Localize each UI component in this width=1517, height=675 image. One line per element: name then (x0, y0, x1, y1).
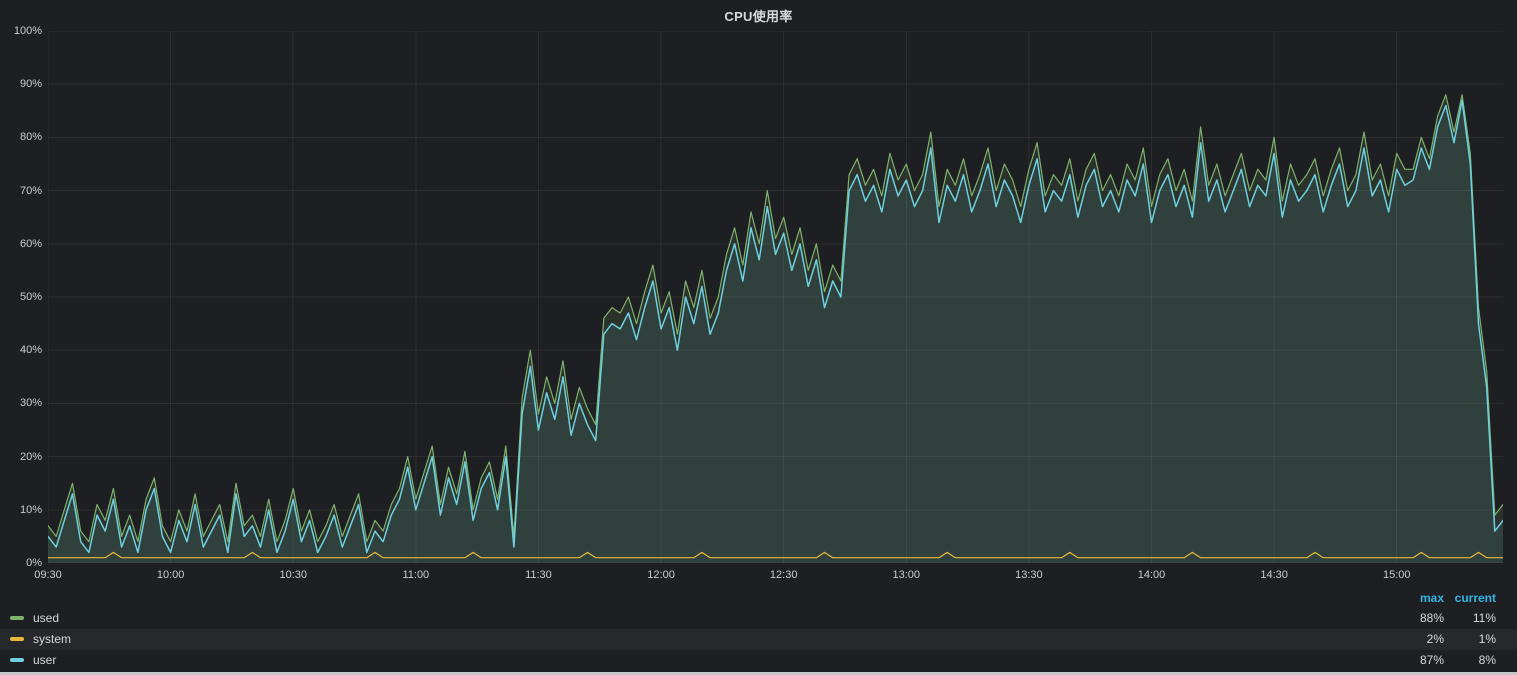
x-axis-tick-label: 09:30 (34, 569, 62, 581)
series-fill-used (48, 94, 1503, 563)
x-axis-tick-label: 13:30 (1015, 569, 1043, 581)
legend-current-system: 1% (1478, 632, 1496, 646)
legend-header-max[interactable]: max (1419, 591, 1444, 605)
legend-row-system[interactable]: system 2% 1% (0, 629, 1517, 650)
cpu-usage-plot[interactable] (48, 31, 1503, 563)
y-axis-tick-label: 40% (19, 344, 42, 357)
series-line-system (48, 551, 1503, 559)
x-axis-tick-label: 12:00 (647, 569, 675, 581)
legend-swatch-used[interactable] (10, 615, 24, 620)
y-axis-tick-label: 80% (19, 131, 42, 144)
legend: max current used 88% 11% system 2% 1% user 87% 8… (0, 591, 1517, 671)
series-line-user (48, 99, 1503, 554)
series-line-used (48, 94, 1503, 543)
x-axis-tick-label: 11:00 (402, 569, 430, 581)
panel-title[interactable]: CPU使用率 (724, 9, 793, 24)
y-axis-tick-label: 90% (19, 78, 42, 91)
y-axis-tick-label: 100% (13, 25, 42, 37)
legend-max-user: 87% (1419, 653, 1444, 667)
x-axis-tick-label: 12:30 (769, 569, 798, 581)
x-axis-tick-label: 11:30 (525, 569, 552, 581)
legend-row-used[interactable]: used 88% 11% (0, 608, 1517, 629)
x-axis-tick-label: 14:30 (1260, 569, 1288, 581)
legend-header-current[interactable]: current (1454, 591, 1496, 605)
legend-swatch-user[interactable] (10, 657, 24, 662)
legend-header: max current (0, 591, 1517, 608)
legend-label-user[interactable]: user (33, 653, 57, 667)
legend-label-system[interactable]: system (33, 632, 72, 646)
series-fill-user (48, 100, 1503, 563)
legend-row-user[interactable]: user 87% 8% (0, 650, 1517, 671)
window-bottom-edge (0, 672, 1517, 675)
legend-swatch-system[interactable] (10, 636, 24, 641)
x-axis-tick-label: 10:00 (156, 569, 185, 581)
y-axis-tick-label: 30% (19, 397, 42, 410)
legend-current-user: 8% (1478, 653, 1496, 667)
y-axis-tick-label: 70% (19, 184, 42, 197)
legend-max-system: 2% (1426, 632, 1444, 646)
x-axis-tick-label: 14:00 (1137, 569, 1166, 581)
y-axis-tick-label: 10% (19, 503, 42, 516)
y-axis-tick-label: 50% (19, 291, 42, 303)
plot-area[interactable] (48, 31, 1503, 563)
legend-label-used[interactable]: used (33, 611, 60, 625)
x-axis-tick-label: 10:30 (279, 569, 307, 581)
legend-current-used: 11% (1472, 611, 1496, 625)
x-axis-tick-label: 15:00 (1382, 569, 1411, 581)
y-axis-tick-label: 60% (19, 237, 42, 250)
y-axis-tick-label: 20% (19, 450, 42, 463)
legend-max-used: 88% (1419, 611, 1444, 625)
y-axis-tick-label: 0% (26, 557, 42, 569)
x-axis-tick-label: 13:00 (892, 569, 921, 581)
